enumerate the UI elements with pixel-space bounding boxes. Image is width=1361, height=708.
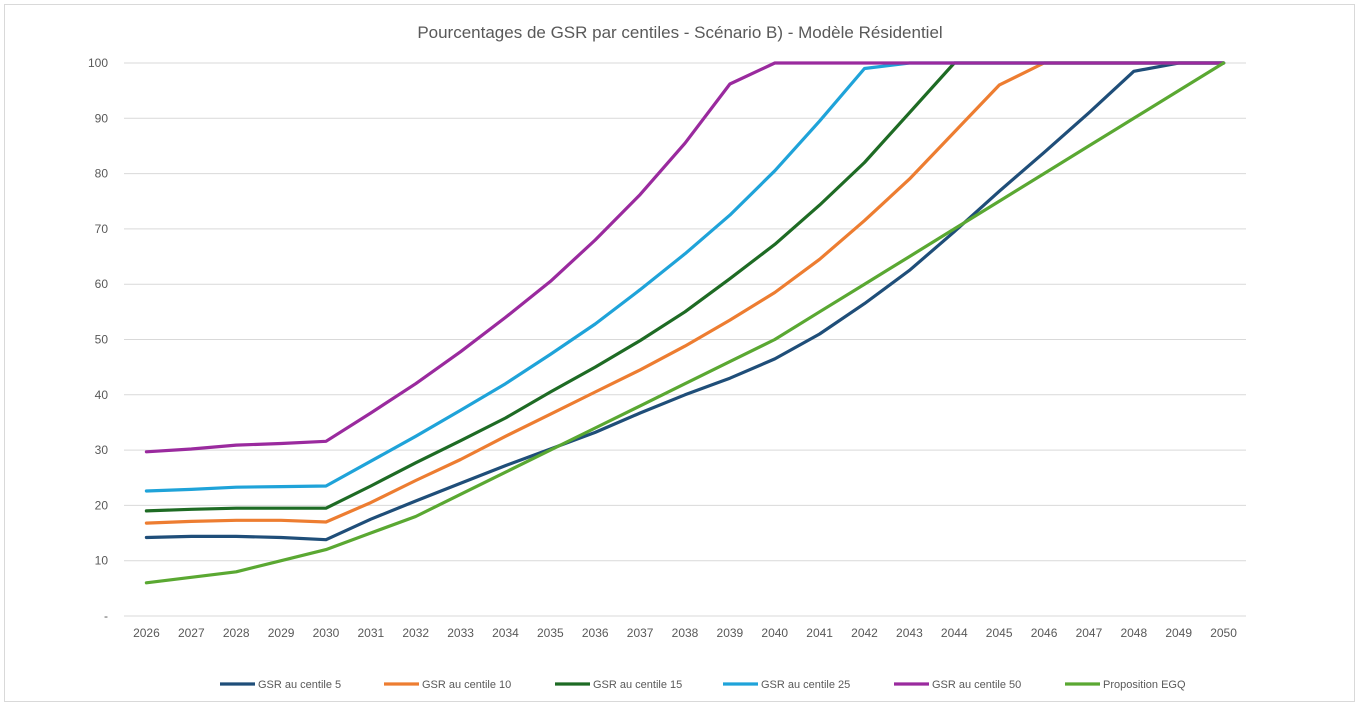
y-tick-label: 80 xyxy=(95,167,109,181)
y-tick-label: 60 xyxy=(95,277,109,291)
y-tick-label: 30 xyxy=(95,443,109,457)
y-tick-label: - xyxy=(104,609,108,623)
x-tick-label: 2029 xyxy=(268,626,295,640)
x-tick-label: 2041 xyxy=(806,626,833,640)
x-tick-label: 2046 xyxy=(1031,626,1058,640)
x-tick-label: 2042 xyxy=(851,626,878,640)
series-line-4 xyxy=(144,61,1226,493)
x-tick-label: 2039 xyxy=(717,626,744,640)
x-tick-label: 2038 xyxy=(672,626,699,640)
x-tick-label: 2044 xyxy=(941,626,968,640)
y-tick-label: 20 xyxy=(95,498,109,512)
x-tick-label: 2034 xyxy=(492,626,519,640)
x-tick-label: 2035 xyxy=(537,626,564,640)
x-tick-label: 2040 xyxy=(761,626,788,640)
y-tick-label: 50 xyxy=(95,333,109,347)
x-tick-label: 2049 xyxy=(1165,626,1192,640)
x-tick-label: 2050 xyxy=(1210,626,1237,640)
series-line-2 xyxy=(144,61,1226,525)
legend-label: GSR au centile 25 xyxy=(761,679,850,691)
y-tick-label: 10 xyxy=(95,554,109,568)
x-tick-label: 2028 xyxy=(223,626,250,640)
y-tick-label: 70 xyxy=(95,222,109,236)
x-tick-label: 2033 xyxy=(447,626,474,640)
x-tick-label: 2026 xyxy=(133,626,160,640)
x-tick-label: 2037 xyxy=(627,626,654,640)
legend-label: GSR au centile 5 xyxy=(258,679,341,691)
y-tick-label: 90 xyxy=(95,111,109,125)
x-tick-label: 2048 xyxy=(1120,626,1147,640)
y-tick-label: 100 xyxy=(88,56,108,70)
series-line-5 xyxy=(144,61,1226,454)
x-tick-label: 2030 xyxy=(313,626,340,640)
legend-label: GSR au centile 50 xyxy=(932,679,1021,691)
x-tick-label: 2045 xyxy=(986,626,1013,640)
x-tick-label: 2027 xyxy=(178,626,205,640)
x-tick-label: 2047 xyxy=(1076,626,1103,640)
x-tick-label: 2043 xyxy=(896,626,923,640)
x-tick-label: 2036 xyxy=(582,626,609,640)
series-line-1 xyxy=(144,61,1226,542)
legend-label: GSR au centile 10 xyxy=(422,679,511,691)
y-tick-label: 40 xyxy=(95,388,109,402)
chart-title: Pourcentages de GSR par centiles - Scéna… xyxy=(417,23,942,42)
x-tick-label: 2031 xyxy=(357,626,384,640)
x-tick-label: 2032 xyxy=(402,626,429,640)
series-line-6 xyxy=(144,61,1226,585)
legend-label: GSR au centile 15 xyxy=(593,679,682,691)
legend-label: Proposition EGQ xyxy=(1103,679,1186,691)
